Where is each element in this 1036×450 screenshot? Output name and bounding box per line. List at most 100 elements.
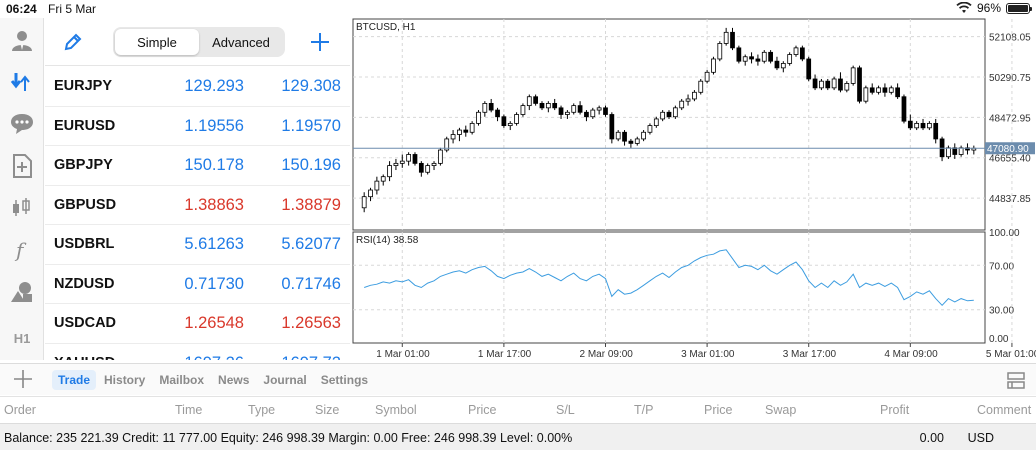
candle	[825, 78, 831, 91]
price-axis-label: 52108.05	[989, 33, 1031, 44]
account-currency: USD	[967, 431, 994, 445]
chat-icon[interactable]	[7, 110, 37, 138]
candle	[660, 110, 666, 122]
column-header-price[interactable]: Price	[704, 403, 733, 417]
candle	[641, 130, 646, 142]
tab-trade[interactable]: Trade	[52, 370, 97, 390]
objects-icon[interactable]	[7, 278, 37, 306]
edit-pencil-icon[interactable]	[63, 32, 83, 52]
advanced-tab[interactable]: Advanced	[212, 34, 270, 50]
candle-body	[520, 105, 526, 115]
candle-body	[812, 78, 818, 89]
candle	[565, 110, 570, 119]
candle-body	[615, 131, 621, 140]
quote-row[interactable]: XAUUSD 1697.26 1697.72	[45, 344, 350, 361]
candle	[799, 45, 805, 62]
column-header-type[interactable]: Type	[248, 403, 276, 417]
candle-body	[819, 80, 824, 89]
column-header-time[interactable]: Time	[175, 403, 203, 417]
quotes-icon[interactable]	[7, 68, 37, 96]
layout-toggle-icon[interactable]	[1006, 370, 1026, 390]
candle-body	[603, 107, 608, 115]
column-header-comment[interactable]: Comment	[977, 403, 1032, 417]
quote-symbol: USDCAD	[54, 315, 117, 331]
candle-body	[457, 129, 462, 135]
candle-body	[514, 114, 519, 124]
quote-row[interactable]: EURJPY 129.293 129.308	[45, 67, 350, 107]
candle-body	[863, 87, 869, 102]
tab-history[interactable]: History	[104, 373, 146, 387]
candle-body	[438, 149, 443, 164]
view-mode-segmented-control: Simple Advanced	[113, 27, 285, 57]
column-header-swap[interactable]: Swap	[765, 403, 797, 417]
column-header-tp[interactable]: T/P	[634, 403, 654, 417]
candle-body	[609, 114, 615, 140]
candle-body	[857, 67, 862, 102]
candle	[869, 83, 875, 95]
price-chart[interactable]: 52108.05 50290.75 48472.95 46655.40 44837.85…	[352, 18, 1036, 362]
quote-row[interactable]: EURUSD 1.19556 1.19570	[45, 107, 350, 146]
chart-type-icon[interactable]	[7, 194, 37, 222]
column-header-order[interactable]: Order	[4, 403, 36, 417]
candle-body	[634, 138, 640, 144]
rsi-pane	[352, 231, 986, 344]
candle	[946, 145, 951, 159]
quote-bid: 1.26548	[184, 314, 244, 332]
candle	[501, 114, 507, 128]
candle-body	[431, 162, 437, 166]
tab-settings[interactable]: Settings	[320, 373, 369, 387]
quote-row[interactable]: USDBRL 5.61263 5.62077	[45, 225, 350, 265]
candle-body	[361, 196, 367, 209]
simple-tab[interactable]: Simple	[115, 29, 199, 55]
candle-body	[869, 87, 875, 93]
quote-bid: 5.61263	[184, 235, 244, 253]
user-icon[interactable]	[7, 26, 37, 54]
column-header-size[interactable]: Size	[315, 403, 340, 417]
tab-news[interactable]: News	[218, 373, 250, 387]
quote-row[interactable]: USDCAD 1.26548 1.26563	[45, 304, 350, 344]
candle	[819, 78, 824, 91]
candle-body	[711, 58, 716, 73]
candle-body	[558, 107, 564, 115]
candle-body	[526, 96, 532, 107]
orders-table-header: Order Time Type Size Symbol Price S/L T/P Price S…	[0, 396, 1036, 422]
candle-body	[850, 67, 856, 84]
candle-body	[628, 140, 634, 144]
quote-ask: 0.71746	[281, 274, 341, 293]
new-order-icon[interactable]	[7, 152, 37, 180]
column-header-price[interactable]: Price	[468, 403, 497, 417]
candle-body	[622, 131, 627, 142]
column-header-symbol[interactable]: Symbol	[375, 403, 417, 417]
candle	[711, 56, 716, 75]
column-header-profit[interactable]: Profit	[880, 403, 910, 417]
candle-body	[590, 109, 596, 118]
timeframe-label[interactable]: H1	[13, 330, 31, 346]
candle	[457, 127, 462, 142]
tab-journal[interactable]: Journal	[263, 373, 307, 387]
candle-body	[533, 96, 539, 104]
total-profit: 0.00	[919, 431, 944, 445]
candle	[571, 103, 577, 115]
add-icon[interactable]	[12, 368, 34, 390]
candle	[755, 54, 761, 66]
candle-body	[368, 189, 373, 198]
tab-mailbox[interactable]: Mailbox	[159, 373, 205, 387]
candle	[717, 41, 723, 62]
column-header-sl[interactable]: S/L	[556, 403, 575, 417]
candle-body	[952, 147, 958, 155]
candle	[876, 85, 881, 95]
quote-bid: 1697.26	[184, 354, 244, 361]
quote-row[interactable]: GBPJPY 150.178 150.196	[45, 146, 350, 186]
candle-body	[914, 122, 920, 129]
candle-body	[946, 147, 951, 158]
candle	[742, 54, 748, 66]
add-symbol-icon[interactable]	[309, 31, 331, 53]
rsi-line	[364, 249, 974, 307]
quote-row[interactable]: GBPUSD 1.38863 1.38879	[45, 186, 350, 225]
candle-body	[495, 109, 500, 118]
indicators-icon[interactable]: f	[7, 236, 37, 264]
quote-row[interactable]: NZDUSD 0.71730 0.71746	[45, 265, 350, 304]
candle	[450, 130, 456, 144]
candle	[558, 105, 564, 119]
candle-body	[844, 83, 850, 91]
